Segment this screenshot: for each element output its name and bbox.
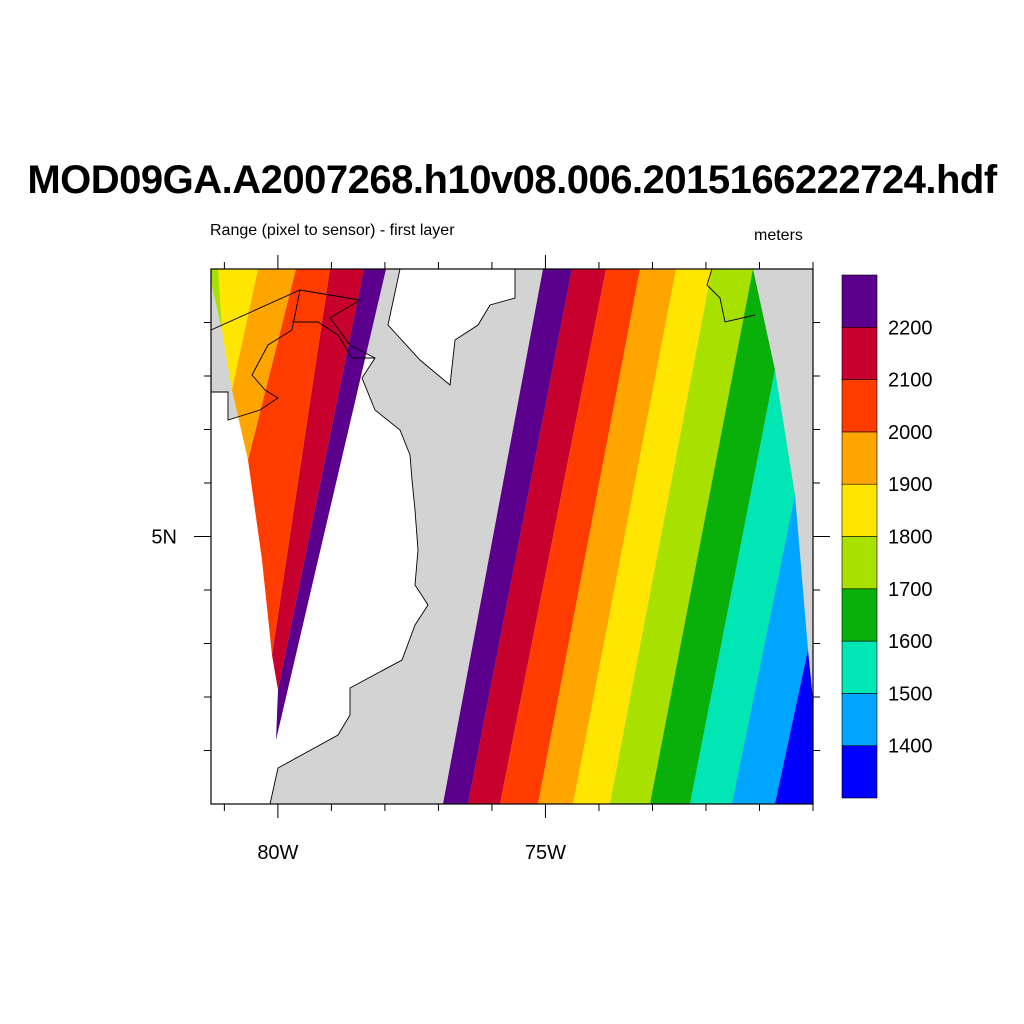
colorbar-label: 1600 — [888, 631, 933, 653]
contour-band — [500, 269, 640, 804]
y-tick-label: 5N — [151, 527, 177, 549]
coastline-north — [387, 269, 516, 386]
x-tick-label: 80W — [257, 842, 298, 864]
contour-band — [650, 269, 775, 804]
colorbar-box — [841, 588, 878, 642]
contour-band — [443, 269, 572, 804]
y-axis-tick-labels: 5N — [151, 527, 177, 549]
colorbar-label: 2100 — [888, 370, 933, 392]
colorbar-box — [841, 745, 878, 799]
colorbar-box — [841, 483, 878, 537]
colorbar-box — [841, 536, 878, 590]
island-outline — [211, 289, 301, 421]
colorbar-box — [841, 640, 878, 694]
contour-band — [573, 269, 712, 804]
contour-band — [690, 370, 795, 804]
colorbar-box — [841, 326, 878, 380]
map-area — [211, 269, 813, 804]
colorbar-box — [841, 431, 878, 485]
colorbar-label: 1700 — [888, 579, 933, 601]
colorbar-label: 2000 — [888, 422, 933, 444]
plot-subtitle: Range (pixel to sensor) - first layer — [210, 222, 455, 239]
contour-band — [218, 269, 258, 390]
contour-band — [211, 269, 222, 330]
colorbar-box — [841, 693, 878, 747]
contour-band — [232, 269, 296, 460]
coastline — [211, 289, 429, 804]
colorbar-label: 2200 — [888, 317, 933, 339]
contour-band — [775, 650, 813, 804]
y-axis-ticks — [194, 322, 830, 751]
colorbar-label: 1800 — [888, 527, 933, 549]
contour-band — [276, 269, 386, 740]
border-ne — [706, 269, 756, 323]
river-border-line — [292, 321, 375, 359]
colorbar-box — [841, 379, 878, 433]
colorbar-label: 1900 — [888, 474, 933, 496]
contour-band — [272, 269, 364, 690]
contour-band — [248, 269, 330, 655]
units-label: meters — [754, 227, 803, 244]
colorbar-label: 1400 — [888, 736, 933, 758]
plot-title: MOD09GA.A2007268.h10v08.006.201516622272… — [27, 158, 997, 202]
colorbar: 1400 1500 1600 1700 1800 1900 2000 2100 2200 — [841, 274, 933, 799]
colorbar-box — [841, 274, 878, 328]
x-axis-ticks — [223, 255, 814, 818]
range-contours-east-swath — [443, 269, 813, 804]
contour-band — [732, 495, 808, 804]
contour-band — [610, 269, 753, 804]
colorbar-label: 1500 — [888, 683, 933, 705]
contour-band — [538, 269, 676, 804]
x-axis-tick-labels: 80W 75W — [257, 842, 566, 864]
range-contours-west-swath — [211, 269, 386, 740]
contour-band — [468, 269, 606, 804]
x-tick-label: 75W — [525, 842, 566, 864]
